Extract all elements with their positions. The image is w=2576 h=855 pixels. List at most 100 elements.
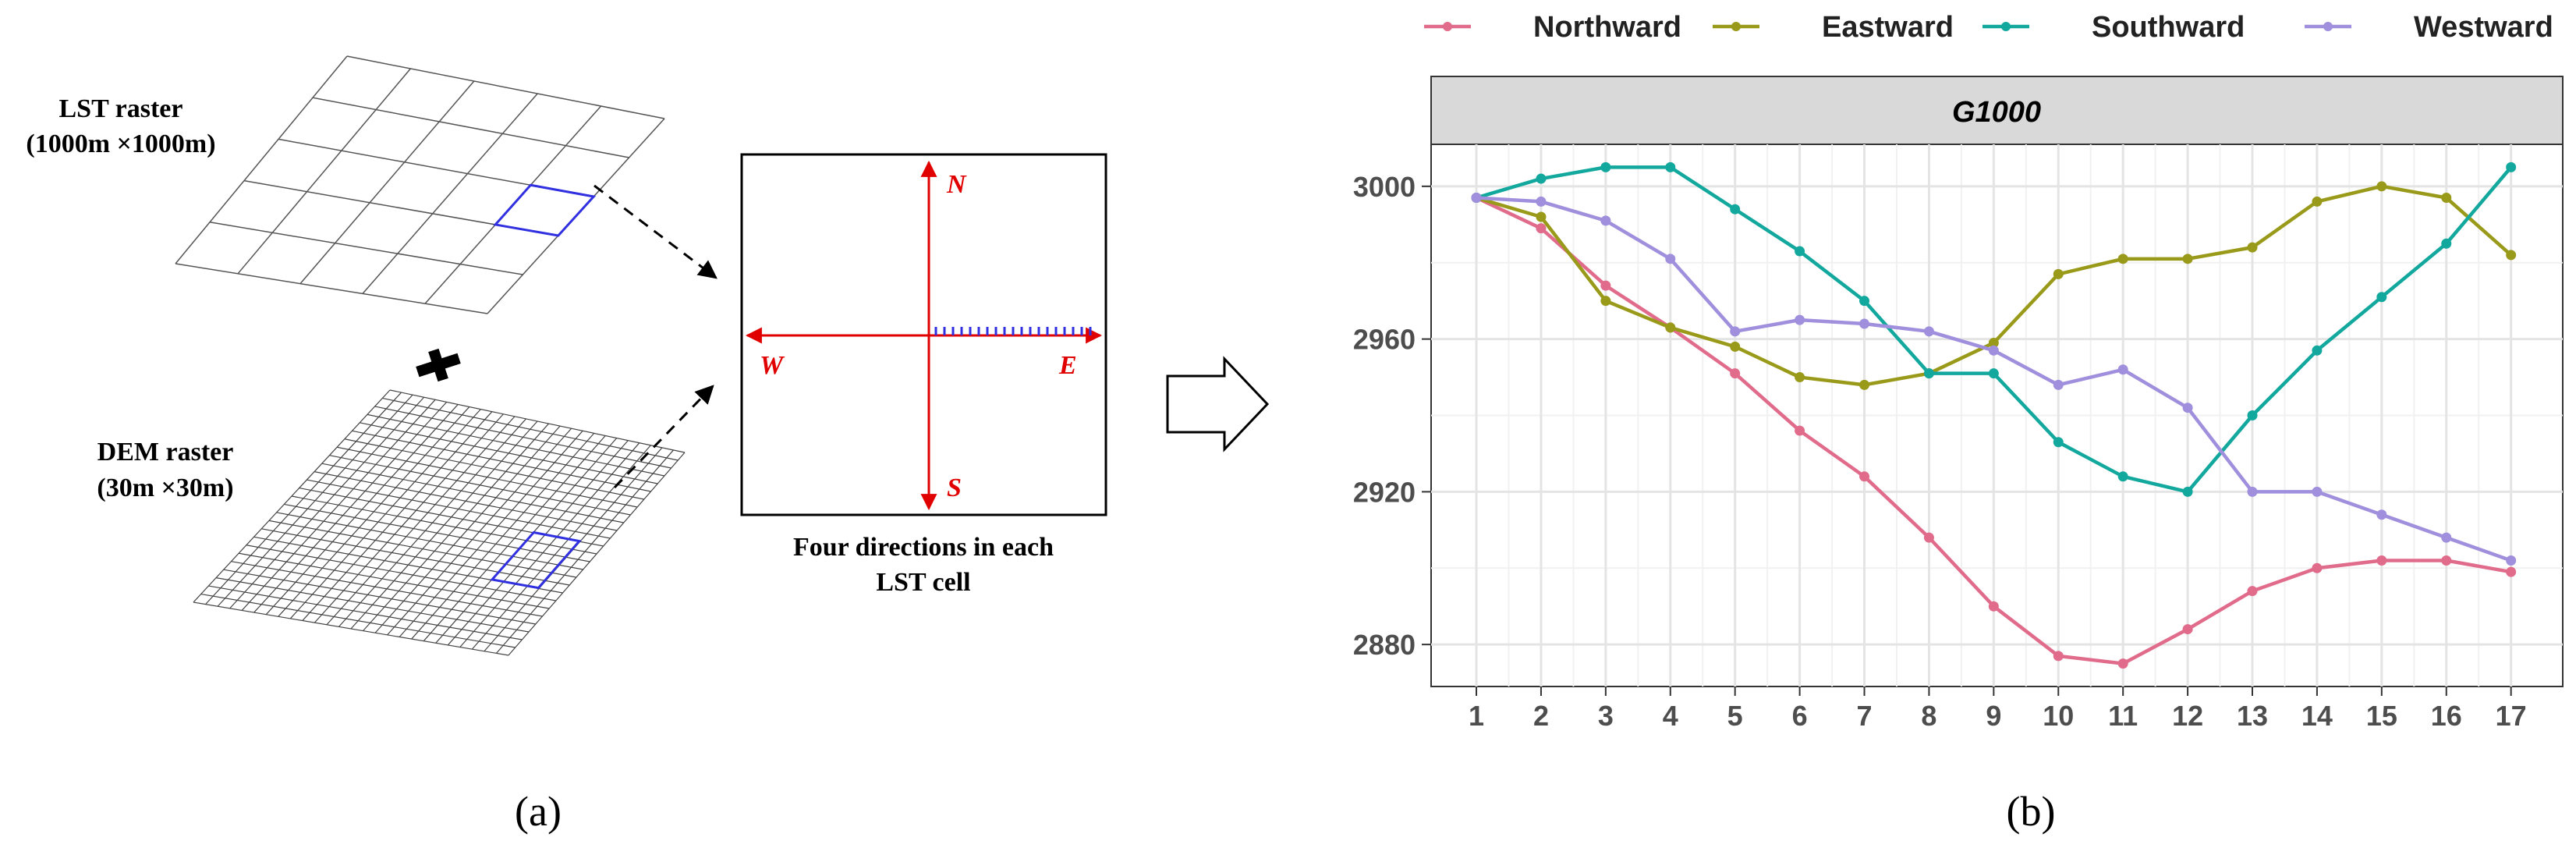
- data-point-eastward: [1988, 338, 1999, 349]
- data-point-southward: [2182, 486, 2193, 497]
- legend-label: Southward: [2092, 11, 2245, 44]
- data-point-southward: [2053, 437, 2064, 448]
- dem-grid-line: [261, 528, 570, 586]
- lst-grid-line: [312, 97, 629, 158]
- data-point-southward: [2376, 292, 2387, 303]
- data-point-northward: [1923, 532, 1934, 543]
- dem-grid-line: [246, 545, 556, 601]
- data-point-westward: [2376, 509, 2387, 520]
- panel-b: Northward Eastward Southward Westward G1000…: [1353, 11, 2564, 835]
- data-point-eastward: [1665, 322, 1676, 333]
- data-point-southward: [1730, 204, 1741, 215]
- dem-grid-line: [284, 503, 590, 562]
- dem-raster-label: DEM raster: [97, 438, 234, 467]
- lst-raster-grid: [175, 55, 665, 314]
- facet-strip: [1430, 76, 2564, 145]
- x-axis: 1 2 3 4 5 6 7 8 9 10 11 12 13 14 15 16 17: [1469, 686, 2527, 732]
- data-point-northward: [2441, 555, 2452, 566]
- data-point-southward: [2312, 345, 2323, 356]
- dem-grid-line: [423, 435, 606, 642]
- data-point-eastward: [2117, 254, 2128, 264]
- dem-grid-line: [208, 585, 523, 640]
- dem-grid-line: [231, 561, 543, 617]
- dem-grid-line: [291, 495, 597, 555]
- dem-grid-line: [239, 552, 550, 609]
- x-tick-label: 14: [2301, 700, 2333, 732]
- data-point-eastward: [2506, 250, 2517, 261]
- y-tick-label: 2880: [1353, 629, 1416, 661]
- x-tick-label: 13: [2237, 700, 2268, 732]
- x-tick-label: 2: [1533, 700, 1549, 732]
- chart-legend: Northward Eastward Southward Westward: [1424, 11, 2553, 44]
- data-point-eastward: [2441, 193, 2452, 204]
- x-tick-label: 4: [1663, 700, 1678, 732]
- x-tick-label: 7: [1857, 700, 1873, 732]
- data-point-southward: [1536, 173, 1547, 184]
- x-tick-label: 12: [2172, 700, 2203, 732]
- legend-swatch-point: [2323, 22, 2333, 31]
- direction-s-label: S: [947, 474, 962, 502]
- lst-raster-resolution: (1000m ×1000m): [26, 129, 215, 158]
- series-lines: [1471, 161, 2517, 669]
- zoom-arrow-dem: [613, 385, 714, 489]
- facet-title: G1000: [1952, 96, 2041, 129]
- data-point-eastward: [1536, 211, 1547, 222]
- data-point-eastward: [2376, 181, 2387, 192]
- data-point-northward: [1859, 471, 1870, 482]
- x-tick-label: 9: [1986, 700, 2001, 732]
- panel-a-sublabel: (a): [515, 788, 562, 835]
- y-axis: 2880 2920 2960 3000: [1353, 171, 1431, 661]
- lst-grid-line: [299, 80, 475, 285]
- data-point-southward: [1859, 296, 1870, 307]
- data-point-westward: [1536, 196, 1547, 207]
- data-point-westward: [2117, 364, 2128, 375]
- dem-grid-line: [471, 445, 651, 650]
- data-point-westward: [1665, 254, 1676, 264]
- data-point-westward: [1730, 326, 1741, 337]
- dem-grid-line: [459, 442, 640, 647]
- data-point-westward: [2247, 486, 2258, 497]
- x-tick-label: 15: [2366, 700, 2397, 732]
- lst-grid-line: [209, 222, 523, 275]
- lst-grid-line: [175, 263, 488, 314]
- data-point-westward: [1859, 318, 1870, 329]
- data-point-westward: [1988, 345, 1999, 356]
- y-tick-label: 3000: [1353, 171, 1416, 203]
- data-point-northward: [2247, 586, 2258, 597]
- legend-swatch-point: [2001, 22, 2011, 31]
- direction-e-label: E: [1058, 351, 1077, 380]
- data-point-eastward: [2053, 268, 2064, 279]
- x-tick-label: 6: [1792, 700, 1808, 732]
- combine-cross-icon: [416, 348, 461, 382]
- data-point-westward: [2441, 532, 2452, 543]
- x-tick-label: 5: [1727, 700, 1743, 732]
- dem-grid-line: [374, 425, 561, 633]
- direction-box-caption-2: LST cell: [876, 568, 970, 597]
- data-point-westward: [1600, 215, 1611, 226]
- dem-grid-line: [399, 430, 583, 637]
- data-point-southward: [1795, 246, 1805, 257]
- data-point-northward: [2376, 555, 2387, 566]
- data-point-southward: [2247, 410, 2258, 420]
- data-point-westward: [1795, 314, 1805, 325]
- direction-n-label: N: [946, 170, 967, 199]
- data-point-northward: [2182, 624, 2193, 635]
- data-point-eastward: [2182, 254, 2193, 264]
- legend-label: Eastward: [1822, 11, 1954, 44]
- dem-grid-highlight-cell: [490, 530, 582, 590]
- data-point-westward: [2506, 555, 2517, 566]
- dem-grid-line: [193, 601, 509, 656]
- dem-grid-line: [276, 512, 583, 570]
- dem-grid-line: [200, 593, 516, 648]
- x-tick-label: 16: [2431, 700, 2462, 732]
- data-point-northward: [2312, 562, 2323, 573]
- data-point-southward: [2117, 471, 2128, 482]
- dem-grid-line: [411, 432, 595, 640]
- y-tick-label: 2920: [1353, 476, 1416, 508]
- y-tick-label: 2960: [1353, 324, 1416, 356]
- dem-raster-grid: [193, 389, 686, 656]
- data-point-northward: [1988, 601, 1999, 612]
- direction-box-caption: Four directions in each: [793, 533, 1054, 562]
